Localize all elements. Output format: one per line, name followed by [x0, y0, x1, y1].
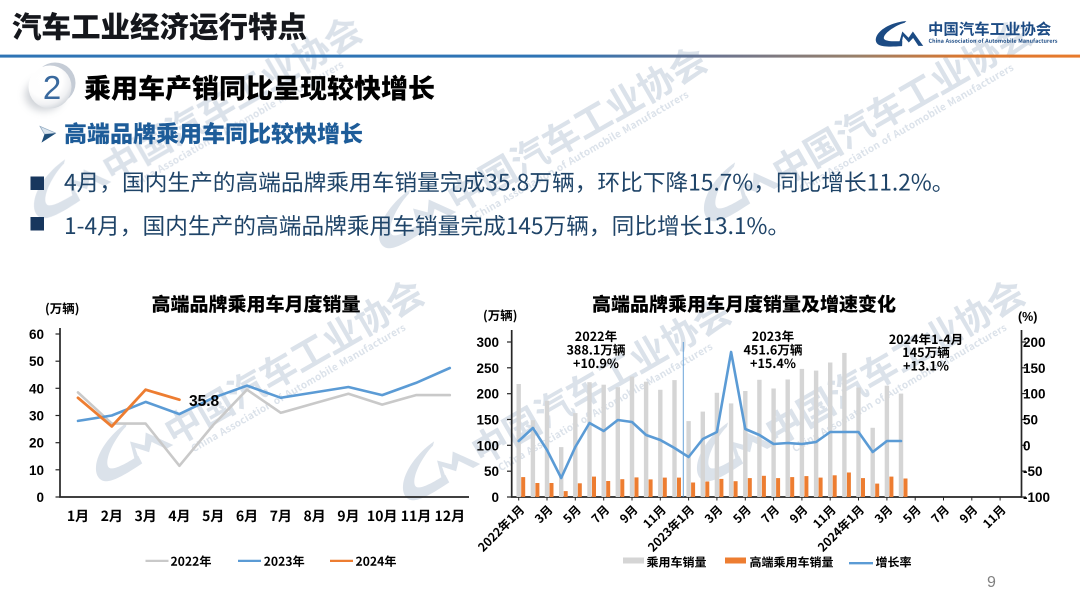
- svg-text:200: 200: [1023, 335, 1046, 350]
- svg-text:-100: -100: [1023, 490, 1050, 505]
- svg-text:-50: -50: [1023, 464, 1043, 479]
- svg-text:(%): (%): [1018, 310, 1037, 324]
- svg-text:50: 50: [29, 354, 44, 369]
- svg-text:250: 250: [476, 361, 499, 376]
- svg-text:0: 0: [491, 490, 499, 505]
- svg-text:50: 50: [484, 464, 499, 479]
- svg-text:35.8: 35.8: [189, 393, 220, 410]
- svg-text:2: 2: [43, 69, 61, 106]
- svg-text:60: 60: [29, 327, 44, 342]
- svg-text:9: 9: [987, 574, 996, 591]
- svg-text:100: 100: [476, 438, 499, 453]
- svg-text:20: 20: [29, 436, 44, 451]
- svg-text:30: 30: [29, 409, 44, 424]
- svg-text:50: 50: [1023, 413, 1038, 428]
- svg-text:0: 0: [1023, 438, 1031, 453]
- svg-text:150: 150: [476, 413, 499, 428]
- svg-text:0: 0: [36, 490, 44, 505]
- svg-text:300: 300: [476, 335, 499, 350]
- svg-text:150: 150: [1023, 361, 1046, 376]
- svg-text:100: 100: [1023, 387, 1046, 402]
- svg-text:200: 200: [476, 387, 499, 402]
- svg-text:40: 40: [29, 381, 44, 396]
- svg-text:10: 10: [29, 463, 44, 478]
